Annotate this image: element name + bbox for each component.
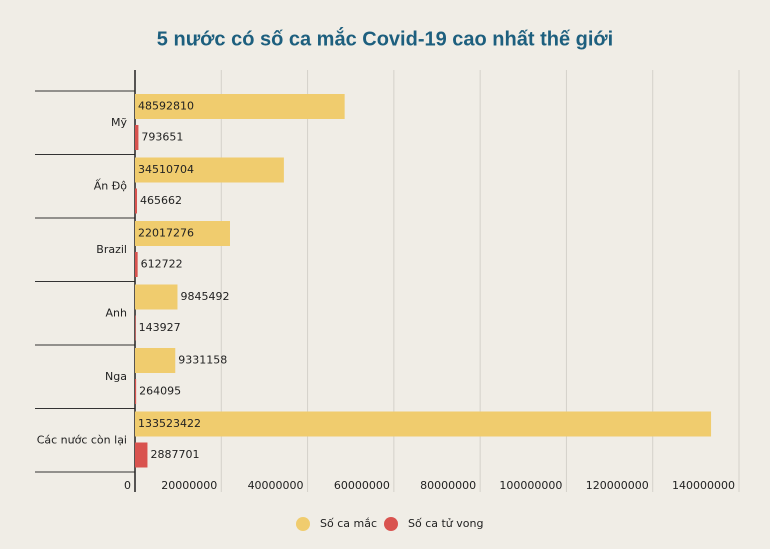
bar — [135, 252, 138, 277]
value-label: 793651 — [141, 131, 183, 144]
x-tick-label: 40000000 — [248, 479, 304, 492]
value-label: 264095 — [139, 385, 181, 398]
bar — [135, 442, 148, 468]
x-tick-label: 0 — [124, 479, 131, 492]
value-label: 612722 — [141, 258, 183, 271]
bar — [135, 94, 345, 119]
value-label: 143927 — [139, 321, 181, 334]
y-tick-label: Nga — [105, 370, 127, 383]
value-label: 22017276 — [138, 227, 194, 240]
y-tick-label: Các nước còn lại — [37, 433, 127, 446]
legend-label: Số ca mắc — [320, 517, 377, 530]
y-tick-label: Brazil — [96, 243, 127, 256]
value-label: 48592810 — [138, 100, 194, 113]
bar — [135, 315, 136, 341]
legend-label: Số ca tử vong — [408, 517, 483, 530]
y-tick-label: Mỹ — [111, 116, 127, 129]
bar — [135, 188, 138, 214]
x-tick-label: 120000000 — [586, 479, 649, 492]
x-tick-label: 140000000 — [672, 479, 735, 492]
value-label: 9331158 — [178, 354, 227, 367]
x-tick-label: 20000000 — [161, 479, 217, 492]
value-label: 465662 — [140, 194, 182, 207]
x-tick-label: 80000000 — [420, 479, 476, 492]
legend-marker — [296, 517, 310, 531]
x-tick-label: 100000000 — [499, 479, 562, 492]
x-tick-label: 60000000 — [334, 479, 390, 492]
value-label: 9845492 — [180, 290, 229, 303]
y-tick-label: Ấn Độ — [94, 178, 128, 192]
bar — [135, 411, 712, 437]
chart-title: 5 nước có số ca mắc Covid-19 cao nhất th… — [157, 26, 613, 50]
legend-marker — [384, 517, 398, 531]
bar — [135, 379, 137, 404]
bar — [135, 221, 230, 246]
bar — [135, 284, 178, 310]
value-label: 2887701 — [150, 448, 199, 461]
y-tick-label: Anh — [106, 306, 127, 319]
bar — [135, 125, 139, 150]
value-label: 34510704 — [138, 163, 194, 176]
value-label: 133523422 — [138, 417, 201, 430]
bar — [135, 348, 176, 373]
bar — [135, 157, 284, 183]
